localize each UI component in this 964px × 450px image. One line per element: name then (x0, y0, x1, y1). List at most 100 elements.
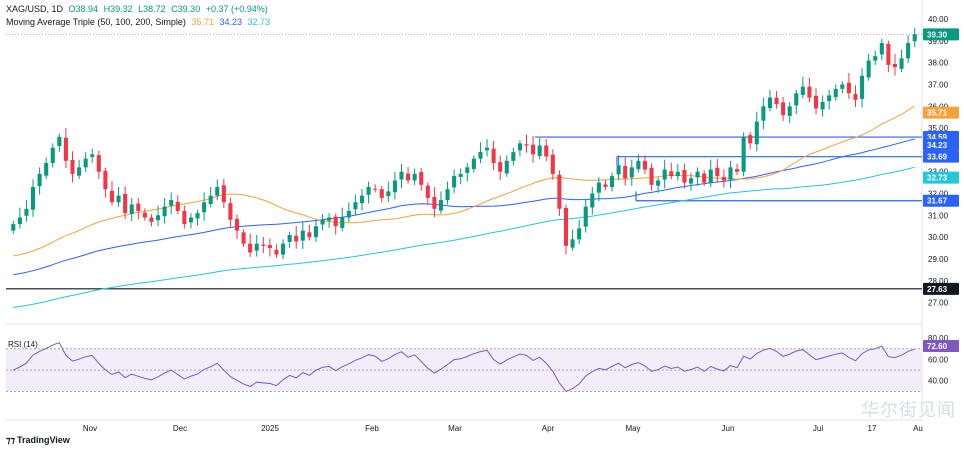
candle-body (406, 173, 411, 181)
price-tick-label: 32.00 (928, 190, 949, 199)
price-tag (923, 138, 959, 151)
candle-body (590, 193, 595, 208)
candle-body (44, 163, 49, 176)
candle-body (96, 155, 101, 172)
candle-body (169, 200, 174, 206)
time-tick-label: Feb (365, 424, 379, 433)
candle-body (195, 213, 200, 219)
candle-body (570, 239, 575, 248)
candle-body (498, 162, 503, 172)
candle-body (254, 243, 259, 251)
ma100-line (13, 138, 915, 276)
candle-body (465, 167, 470, 174)
time-tick-label: Mar (448, 424, 462, 433)
candle-body (373, 188, 378, 190)
candle-body (840, 84, 845, 89)
candle-body (813, 95, 819, 109)
candle-body (182, 210, 187, 225)
candle-body (583, 206, 588, 227)
close-value: C39.30 (171, 4, 201, 14)
candle-body (708, 169, 713, 183)
candle-body (399, 171, 404, 180)
candle-body (386, 191, 391, 197)
candle-body (860, 75, 865, 99)
price-tag-label: 34.59 (927, 133, 948, 142)
candle-body (228, 203, 233, 220)
candle-body (906, 43, 911, 59)
candle-body (221, 185, 226, 203)
ma200-value: 32.73 (247, 17, 271, 27)
candle-body (484, 147, 490, 151)
candle-body (208, 195, 213, 204)
time-tick-label: Nov (83, 424, 97, 433)
ma-legend[interactable]: Moving Average Triple (50, 100, 200, Sim… (6, 17, 273, 27)
candle-body (715, 167, 720, 177)
candle-body (794, 93, 799, 106)
candle-body (892, 64, 898, 68)
candle-body (103, 170, 108, 190)
time-tick-label: May (625, 424, 640, 433)
candle-body (129, 204, 134, 215)
candle-body (754, 121, 759, 145)
candle-body (281, 243, 286, 255)
price-tag (923, 194, 959, 207)
candle-body (873, 56, 878, 61)
candle-body (781, 102, 786, 116)
candle-body (37, 173, 42, 187)
price-tag-label: 35.71 (927, 109, 948, 118)
rsi-tick-label: 60.00 (928, 355, 949, 364)
candle-body (50, 147, 55, 163)
ma-label: Moving Average Triple (50, 100, 200, Sim… (6, 17, 186, 27)
candle-body (116, 195, 121, 203)
time-tick-label: Dec (173, 424, 187, 433)
candle-body (327, 217, 332, 221)
candle-body (748, 135, 753, 144)
low-value: L38.72 (138, 4, 166, 14)
candle-body (524, 144, 529, 146)
candle-body (563, 207, 569, 246)
candle-body (833, 88, 838, 98)
candle-body (333, 216, 338, 227)
candle-body (550, 154, 555, 174)
candle-body (300, 230, 305, 241)
candle-body (636, 160, 641, 170)
candle-body (471, 158, 476, 170)
candle-body (662, 169, 667, 180)
brand-label: TradingView (16, 435, 70, 445)
candle-body (787, 106, 792, 116)
candle-body (432, 197, 437, 209)
candle-body (899, 58, 904, 69)
candle-body (241, 232, 246, 244)
candle-body (537, 145, 542, 157)
candle-body (274, 249, 279, 255)
candle-body (675, 171, 680, 177)
symbol-legend[interactable]: XAG/USD, 1D O38.94 H39.32 L38.72 C39.30 … (6, 4, 271, 14)
candle-body (649, 167, 654, 185)
candle-body (379, 189, 384, 198)
price-tick-label: 37.00 (928, 81, 949, 90)
price-tick-label: 28.00 (928, 277, 949, 286)
candle-body (820, 101, 825, 110)
candle-body (215, 186, 220, 196)
candle-body (63, 137, 68, 161)
candle-body (656, 180, 661, 186)
candle-body (504, 160, 509, 174)
candle-body (761, 106, 766, 121)
candle-body (123, 193, 128, 214)
candle-body (445, 189, 450, 201)
candle-body (142, 212, 147, 218)
candle-body (767, 97, 772, 109)
rsi-title: RSI (14) (8, 340, 38, 349)
candle-body (629, 167, 634, 178)
candle-body (616, 165, 621, 175)
candle-body (307, 232, 312, 238)
candle-body (458, 173, 463, 177)
candle-body (800, 86, 805, 95)
price-tag-label: 32.73 (927, 174, 948, 183)
candle-body (557, 174, 562, 209)
candle-body (478, 152, 483, 159)
candle-body (669, 171, 674, 177)
tradingview-brand[interactable]: ⁊⁊ TradingView (6, 435, 70, 446)
candle-body (353, 202, 358, 210)
candle-body (517, 143, 522, 151)
